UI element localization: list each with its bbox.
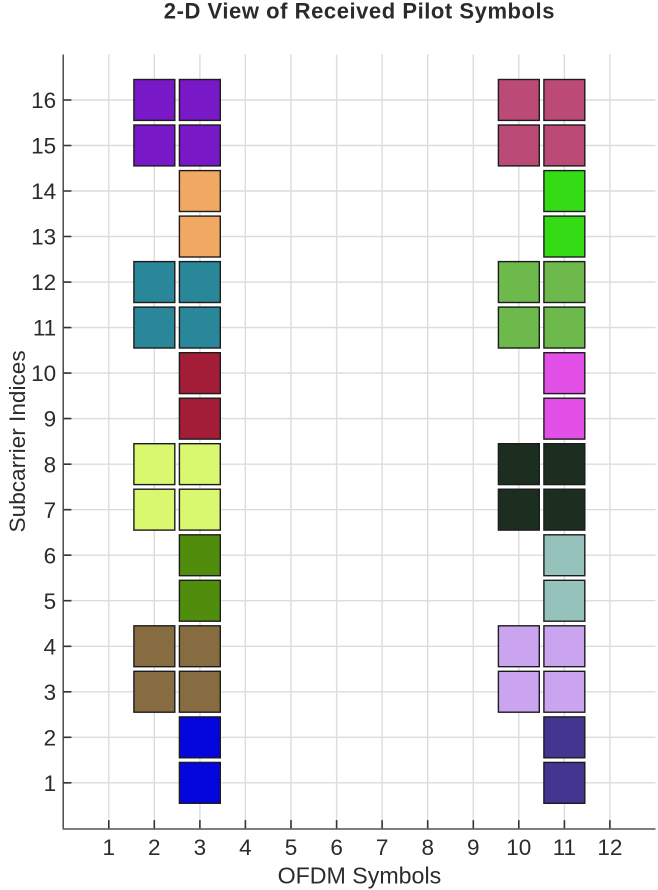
svg-text:3: 3 xyxy=(44,680,57,705)
svg-text:5: 5 xyxy=(44,589,57,614)
svg-text:12: 12 xyxy=(31,270,56,295)
svg-text:2: 2 xyxy=(148,835,161,860)
svg-text:11: 11 xyxy=(553,835,576,860)
svg-text:7: 7 xyxy=(44,498,57,523)
svg-text:5: 5 xyxy=(285,835,298,860)
svg-text:15: 15 xyxy=(31,134,56,159)
svg-text:4: 4 xyxy=(239,835,252,860)
svg-text:10: 10 xyxy=(31,361,56,386)
svg-text:9: 9 xyxy=(44,407,57,432)
svg-text:9: 9 xyxy=(467,835,480,860)
svg-text:6: 6 xyxy=(330,835,343,860)
svg-text:14: 14 xyxy=(31,179,56,204)
svg-text:8: 8 xyxy=(421,835,434,860)
svg-text:10: 10 xyxy=(506,835,531,860)
svg-text:16: 16 xyxy=(31,88,56,113)
svg-text:8: 8 xyxy=(44,452,57,477)
svg-text:12: 12 xyxy=(597,835,622,860)
svg-text:1: 1 xyxy=(103,835,116,860)
svg-text:3: 3 xyxy=(194,835,207,860)
svg-text:2: 2 xyxy=(44,725,57,750)
svg-text:13: 13 xyxy=(31,225,56,250)
svg-text:7: 7 xyxy=(376,835,389,860)
svg-text:2-D View of Received Pilot Sym: 2-D View of Received Pilot Symbols xyxy=(164,0,555,24)
svg-text:4: 4 xyxy=(44,634,57,659)
svg-text:Subcarrier Indices: Subcarrier Indices xyxy=(5,350,30,532)
svg-text:1: 1 xyxy=(44,771,57,796)
svg-text:11: 11 xyxy=(33,316,56,341)
svg-text:OFDM Symbols: OFDM Symbols xyxy=(278,862,442,888)
svg-text:6: 6 xyxy=(44,543,57,568)
